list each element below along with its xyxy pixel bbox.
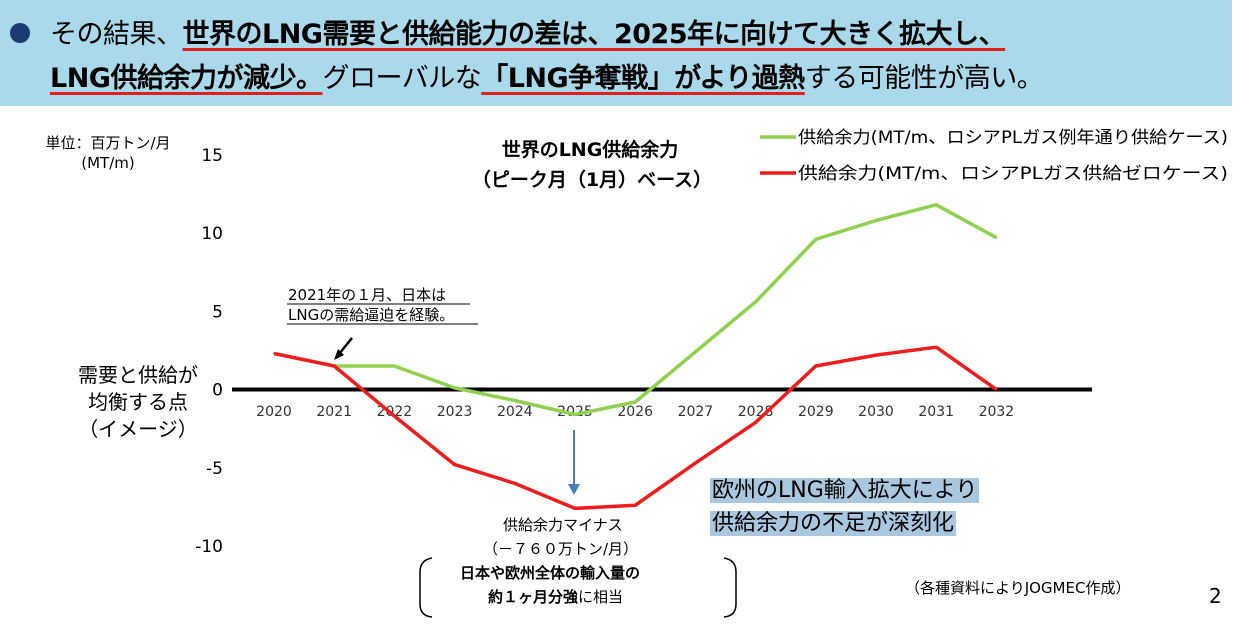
legend: 供給余力(MT/m、ロシアPLガス例年通り供給ケース) 供給余力(MT/m、ロシア…	[760, 128, 1228, 184]
arrow-2025-head-icon	[568, 484, 580, 495]
minus-annotation-bold1: 日本や欧州全体の輸入量の	[460, 564, 641, 582]
left-bracket	[419, 557, 433, 618]
europe-note-line1: 欧州のLNG輸入拡大により	[710, 472, 980, 504]
data-point	[453, 463, 456, 466]
europe-note-text-2: 供給余力の不足が深刻化	[710, 511, 957, 536]
x-tick-label: 2029	[798, 404, 834, 420]
europe-note-text-1: 欧州のLNG輸入拡大により	[710, 478, 980, 503]
x-tick-label: 2025	[557, 404, 593, 420]
unit-label-2: (MT/m)	[81, 154, 134, 172]
summary-line-2: LNG供給余力が減少。グローバルな「LNG争奪戦」がより過熱する可能性が高い。	[0, 56, 1044, 95]
minus-annotation-bold2: 約１ヶ月分強	[488, 588, 579, 606]
data-point	[935, 346, 937, 349]
y-tick-label: 0	[212, 381, 223, 401]
series-layer	[273, 203, 998, 511]
data-point	[694, 351, 697, 353]
data-point	[273, 352, 275, 355]
data-point	[875, 354, 877, 356]
data-point	[634, 504, 636, 507]
data-point	[815, 365, 817, 367]
data-point	[393, 415, 396, 417]
minus-annotation-line1: 供給余力マイナス	[503, 516, 623, 534]
balance-label-2: 均衡する点	[88, 390, 188, 414]
data-point	[574, 413, 576, 416]
minus-annotation-line2: （－７６０万トン/月）	[483, 540, 639, 558]
summary-emphasis-3: 「LNG争奪戦」がより過熱	[481, 63, 805, 94]
data-point	[694, 462, 697, 464]
data-point	[754, 421, 757, 424]
source-note: （各種資料によりJOGMEC作成）	[905, 579, 1131, 597]
legend-label: 供給余力(MT/m、ロシアPLガス供給ゼロケース)	[798, 164, 1228, 184]
data-point	[995, 388, 998, 391]
data-point	[995, 236, 998, 239]
x-tick-label: 2026	[617, 404, 653, 420]
arrow-2021-shaft	[338, 337, 353, 355]
arrow-2021-head-icon	[334, 349, 344, 360]
data-point	[333, 365, 336, 367]
x-axis-ticks: 2020 2021 2022 2023 2024 2025 2026 2027 2028 2029…	[256, 404, 1014, 420]
right-bracket	[723, 557, 737, 618]
summary-text-3: する可能性が高い。	[804, 63, 1044, 94]
page-number: 2	[1209, 584, 1222, 608]
y-tick-label: -5	[206, 459, 223, 479]
chart-title: 世界のLNG供給余力	[502, 138, 679, 161]
x-tick-label: 2027	[678, 404, 714, 420]
data-point	[574, 507, 576, 510]
legend-label: 供給余力(MT/m、ロシアPLガス例年通り供給ケース)	[798, 128, 1228, 148]
x-tick-label: 2032	[979, 404, 1015, 420]
y-tick-label: -10	[195, 537, 223, 557]
x-tick-label: 2023	[437, 404, 473, 420]
chart-subtitle: （ピーク月（1月）ベース）	[472, 168, 712, 191]
y-tick-label: 15	[201, 146, 223, 166]
data-point	[875, 219, 877, 222]
x-tick-label: 2030	[858, 404, 894, 420]
data-point	[815, 238, 817, 241]
summary-banner: その結果、世界のLNG需要と供給能力の差は、2025年に向けて大きく拡大し、 L…	[0, 0, 1232, 106]
balance-label-1: 需要と供給が	[78, 363, 198, 387]
x-tick-label: 2024	[497, 404, 533, 420]
unit-label: 単位：百万トン/月	[45, 134, 170, 152]
data-point	[453, 387, 456, 389]
data-point	[514, 482, 516, 485]
summary-emphasis-1: 世界のLNG需要と供給能力の差は、2025年に向けて大きく拡大し、	[182, 19, 1006, 50]
annotation-2021-line1: 2021年の１月、日本は	[288, 286, 446, 304]
summary-text-1: その結果、	[50, 19, 183, 50]
minus-annotation-line4: 約１ヶ月分強に相当	[488, 586, 623, 607]
minus-annotation-tail: に相当	[578, 588, 624, 606]
y-tick-label: 5	[212, 302, 223, 322]
summary-emphasis-2: LNG供給余力が減少。	[50, 63, 323, 94]
balance-label-3: （イメージ）	[78, 417, 198, 441]
series-line-1	[334, 203, 998, 417]
data-point	[393, 365, 396, 367]
bullet-icon	[10, 22, 30, 43]
europe-note-line2: 供給余力の不足が深刻化	[710, 505, 957, 537]
x-tick-label: 2020	[256, 404, 292, 420]
x-tick-label: 2021	[316, 404, 352, 420]
x-tick-label: 2031	[918, 404, 954, 420]
y-tick-label: 10	[201, 224, 223, 244]
data-point	[634, 401, 636, 403]
summary-line-1: その結果、世界のLNG需要と供給能力の差は、2025年に向けて大きく拡大し、	[0, 12, 1006, 51]
y-axis-ticks: 15 10 5 0 -5 -10	[195, 146, 223, 557]
data-point	[935, 204, 937, 206]
summary-text-2: グローバルな	[322, 63, 482, 94]
data-point	[514, 399, 516, 402]
annotation-2021-line2: LNGの需給逼迫を経験。	[288, 306, 454, 324]
data-point	[754, 301, 757, 303]
